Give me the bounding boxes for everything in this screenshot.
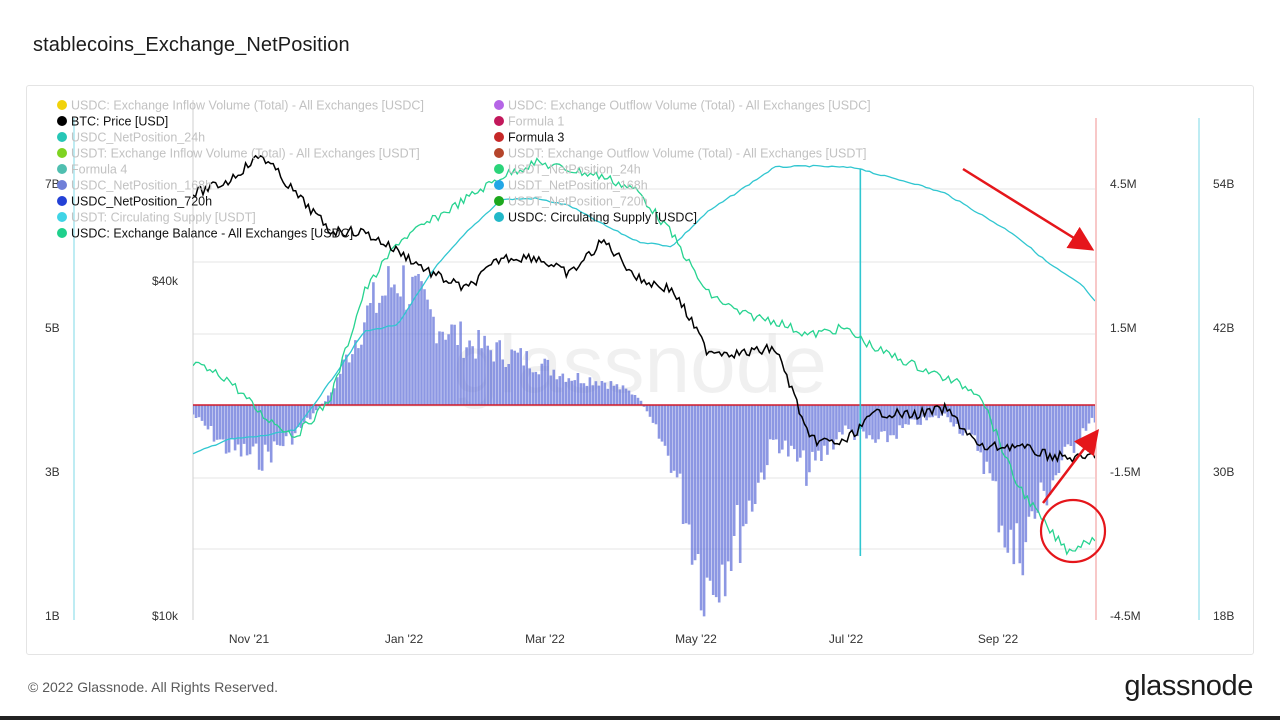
legend-swatch xyxy=(494,180,504,190)
legend-swatch xyxy=(57,164,67,174)
legend-item[interactable]: USDC: Exchange Outflow Volume (Total) - … xyxy=(494,99,871,113)
x-tick-label: Mar '22 xyxy=(525,632,565,646)
legend-item[interactable]: USDC_NetPosition_720h xyxy=(57,195,212,209)
legend-item[interactable]: USDC_NetPosition_168h xyxy=(57,179,212,193)
series-lines xyxy=(193,154,1095,556)
right_netposition-tick-label: 1.5M xyxy=(1110,321,1137,335)
footer-logo[interactable]: glassnode xyxy=(1124,670,1253,702)
legend-item[interactable]: Formula 3 xyxy=(494,131,564,145)
left_balance-tick-label: 5B xyxy=(45,321,60,335)
chart-panel xyxy=(26,85,1254,655)
legend-item[interactable]: USDT: Exchange Inflow Volume (Total) - A… xyxy=(57,147,420,161)
legend-label: USDT_NetPosition_720h xyxy=(508,195,648,209)
legend-label: USDC_NetPosition_720h xyxy=(71,195,212,209)
legend-label: USDC: Exchange Outflow Volume (Total) - … xyxy=(508,99,871,113)
legend-item[interactable]: Formula 4 xyxy=(57,163,127,177)
x-tick-label: Jul '22 xyxy=(829,632,864,646)
x-tick-label: Sep '22 xyxy=(978,632,1019,646)
legend-item[interactable]: USDC: Circulating Supply [USDC] xyxy=(494,211,697,225)
right_netposition-tick-label: -1.5M xyxy=(1110,465,1141,479)
right_netposition-tick-label: -4.5M xyxy=(1110,609,1141,623)
legend: USDC: Exchange Inflow Volume (Total) - A… xyxy=(57,99,871,241)
x-tick-label: May '22 xyxy=(675,632,717,646)
legend-item[interactable]: USDT_NetPosition_168h xyxy=(494,179,648,193)
legend-swatch xyxy=(494,196,504,206)
legend-swatch xyxy=(57,148,67,158)
legend-item[interactable]: USDC: Exchange Inflow Volume (Total) - A… xyxy=(57,99,424,113)
right_supply-tick-label: 18B xyxy=(1213,609,1234,623)
right_supply-tick-label: 54B xyxy=(1213,177,1234,191)
legend-swatch xyxy=(57,180,67,190)
usdc-supply-line xyxy=(193,164,1095,455)
right_supply-tick-label: 30B xyxy=(1213,465,1234,479)
footer-copyright: © 2022 Glassnode. All Rights Reserved. xyxy=(28,679,279,695)
legend-item[interactable]: Formula 1 xyxy=(494,115,564,129)
annotation-arrow-up xyxy=(1042,429,1100,504)
left_balance-tick-label: 1B xyxy=(45,609,60,623)
legend-swatch xyxy=(494,116,504,126)
legend-label: USDC: Circulating Supply [USDC] xyxy=(508,211,697,225)
left_balance-tick-label: 3B xyxy=(45,465,60,479)
legend-label: USDC: Exchange Inflow Volume (Total) - A… xyxy=(71,99,424,113)
netposition-area xyxy=(193,265,1095,617)
legend-label: USDT_NetPosition_24h xyxy=(508,163,641,177)
right_netposition-tick-label: 4.5M xyxy=(1110,177,1137,191)
legend-item[interactable]: USDT: Exchange Outflow Volume (Total) - … xyxy=(494,147,866,161)
legend-swatch xyxy=(57,196,67,206)
legend-swatch xyxy=(57,228,67,238)
legend-label: BTC: Price [USD] xyxy=(71,115,168,129)
usdc-exchange-balance-line xyxy=(193,157,1095,556)
annotation-arrow-down xyxy=(962,167,1095,251)
legend-label: USDT: Circulating Supply [USDT] xyxy=(71,211,256,225)
legend-item[interactable]: USDC_NetPosition_24h xyxy=(57,131,205,145)
legend-label: Formula 3 xyxy=(508,131,564,145)
btc-price-line xyxy=(193,154,1095,464)
legend-label: USDC_NetPosition_168h xyxy=(71,179,212,193)
legend-label: USDC_NetPosition_24h xyxy=(71,131,205,145)
legend-swatch xyxy=(494,164,504,174)
legend-swatch xyxy=(57,100,67,110)
legend-swatch xyxy=(57,132,67,142)
legend-swatch xyxy=(57,212,67,222)
axis-ticks: 7B 5B 3B 1B $40k $10k 4.5M 1.5M -1.5M -4.5M 54B 42B… xyxy=(45,177,1234,646)
left_balance-tick-label: 7B xyxy=(45,177,60,191)
x-tick-label: Nov '21 xyxy=(229,632,270,646)
left_price-tick-label: $40k xyxy=(152,274,179,288)
axis-lines xyxy=(73,100,1200,620)
legend-label: USDT: Exchange Outflow Volume (Total) - … xyxy=(508,147,866,161)
legend-label: USDT_NetPosition_168h xyxy=(508,179,648,193)
legend-swatch xyxy=(494,148,504,158)
legend-swatch xyxy=(57,116,67,126)
legend-item[interactable]: BTC: Price [USD] xyxy=(57,115,168,129)
left_price-tick-label: $10k xyxy=(152,609,179,623)
annotations xyxy=(962,167,1107,564)
page-title: stablecoins_Exchange_NetPosition xyxy=(33,34,350,56)
legend-label: USDT: Exchange Inflow Volume (Total) - A… xyxy=(71,147,420,161)
legend-swatch xyxy=(494,100,504,110)
legend-swatch xyxy=(494,132,504,142)
bottom-rule xyxy=(0,716,1280,720)
x-tick-label: Jan '22 xyxy=(385,632,424,646)
legend-label: Formula 1 xyxy=(508,115,564,129)
legend-label: USDC: Exchange Balance - All Exchanges [… xyxy=(71,227,353,241)
legend-item[interactable]: USDT: Circulating Supply [USDT] xyxy=(57,211,256,225)
right_supply-tick-label: 42B xyxy=(1213,321,1234,335)
legend-item[interactable]: USDT_NetPosition_24h xyxy=(494,163,641,177)
legend-label: Formula 4 xyxy=(71,163,127,177)
legend-swatch xyxy=(494,212,504,222)
legend-item[interactable]: USDC: Exchange Balance - All Exchanges [… xyxy=(57,227,353,241)
annotation-circle xyxy=(1039,498,1107,564)
legend-item[interactable]: USDT_NetPosition_720h xyxy=(494,195,648,209)
